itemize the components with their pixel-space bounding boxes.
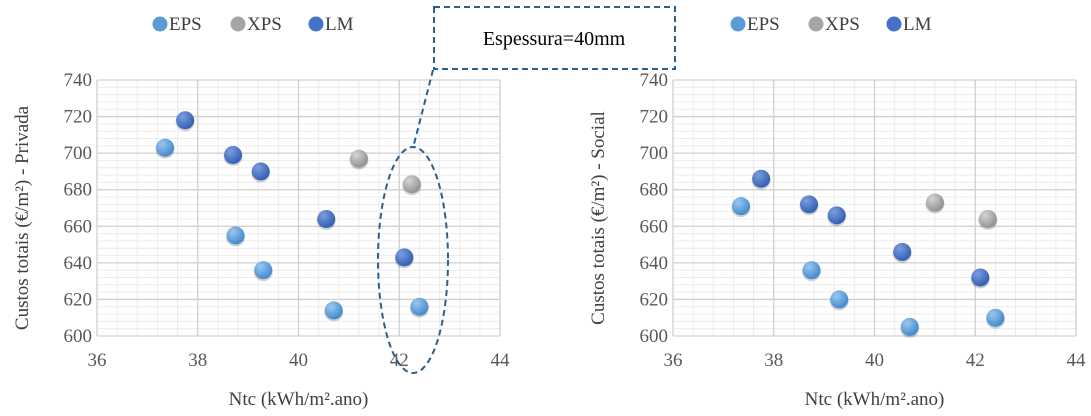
data-point-lm — [827, 206, 846, 225]
series-lm — [751, 169, 990, 289]
y-tick-label: 680 — [64, 180, 93, 201]
data-point-xps — [925, 193, 944, 212]
data-point-eps — [802, 261, 821, 280]
y-tick-label: 600 — [64, 326, 93, 347]
data-point-xps — [349, 149, 368, 168]
legend-label-eps: EPS — [169, 14, 202, 35]
y-axis-title: Custos totais (€/m²) - Privada — [12, 105, 33, 330]
x-axis-title: Ntc (kWh/m².ano) — [229, 389, 369, 410]
x-tick-label: 44 — [491, 350, 511, 371]
major-grid — [96, 79, 501, 337]
chart-social: 36 38 40 42 44 600 620 640 660 680 700 720 740 Ntc (k… — [588, 14, 1086, 410]
y-tick-label: 720 — [640, 107, 669, 128]
y-tick-label: 740 — [640, 70, 669, 91]
y-tick-label: 640 — [640, 253, 669, 274]
y-tick-label: 640 — [64, 253, 93, 274]
legend-marker-xps — [230, 16, 246, 32]
data-point-eps — [254, 261, 273, 280]
y-tick-label: 620 — [640, 289, 669, 310]
series-lm — [175, 111, 414, 269]
legend-marker-lm — [886, 16, 902, 32]
legend-marker-eps — [152, 16, 168, 32]
x-axis-title: Ntc (kWh/m².ano) — [805, 389, 945, 410]
data-point-eps — [226, 226, 245, 245]
y-tick-label: 680 — [640, 180, 669, 201]
data-point-lm — [893, 242, 912, 261]
major-grid — [672, 79, 1077, 337]
data-point-lm — [752, 169, 771, 188]
legend-label-xps: XPS — [825, 14, 860, 35]
x-tick-label: 44 — [1067, 350, 1087, 371]
data-point-xps — [978, 209, 997, 228]
data-point-lm — [176, 111, 195, 130]
legend-label-lm: LM — [903, 14, 932, 35]
series-xps — [349, 149, 422, 196]
annotation-text: Espessura=40mm — [483, 28, 626, 50]
y-tick-label: 740 — [64, 70, 93, 91]
x-tick-label: 36 — [664, 350, 683, 371]
legend: EPS XPS LM — [730, 14, 932, 35]
y-tick-label: 700 — [64, 143, 93, 164]
series-eps — [155, 138, 429, 322]
y-tick-label: 720 — [64, 107, 93, 128]
y-tick-label: 660 — [64, 216, 93, 237]
x-tick-label: 38 — [764, 350, 783, 371]
legend-label-eps: EPS — [747, 14, 780, 35]
y-tick-label: 600 — [640, 326, 669, 347]
data-point-lm — [395, 248, 414, 267]
annotation-box — [433, 6, 676, 70]
x-tick-label: 40 — [289, 350, 308, 371]
y-tick-label: 660 — [640, 216, 669, 237]
legend-label-xps: XPS — [247, 14, 282, 35]
data-point-eps — [410, 297, 429, 316]
x-tick-label: 38 — [188, 350, 207, 371]
y-tick-label: 620 — [64, 289, 93, 310]
data-point-lm — [971, 268, 990, 287]
data-point-eps — [900, 317, 919, 336]
x-tick-label: 40 — [865, 350, 884, 371]
annotation-connector — [412, 69, 434, 149]
x-tick-label: 42 — [966, 350, 985, 371]
y-tick-label: 700 — [640, 143, 669, 164]
legend-marker-eps — [730, 16, 746, 32]
annotation-ellipse — [377, 146, 449, 374]
series-xps — [925, 193, 998, 230]
x-tick-label: 36 — [88, 350, 107, 371]
annotation-group: Espessura=40mm — [377, 6, 676, 374]
data-point-eps — [830, 290, 849, 309]
legend-marker-lm — [308, 16, 324, 32]
legend-label-lm: LM — [325, 14, 354, 35]
data-point-eps — [156, 138, 175, 157]
data-point-lm — [800, 195, 819, 214]
y-axis-title: Custos totais (€/m²) - Social — [588, 111, 609, 325]
data-point-eps — [324, 301, 343, 320]
legend: EPS XPS LM — [152, 14, 354, 35]
data-point-eps — [732, 197, 751, 216]
data-point-xps — [402, 175, 421, 194]
legend-marker-xps — [808, 16, 824, 32]
data-point-lm — [317, 209, 336, 228]
data-point-lm — [251, 162, 270, 181]
series-eps — [731, 197, 1005, 338]
data-point-eps — [986, 308, 1005, 327]
data-point-lm — [224, 145, 243, 164]
